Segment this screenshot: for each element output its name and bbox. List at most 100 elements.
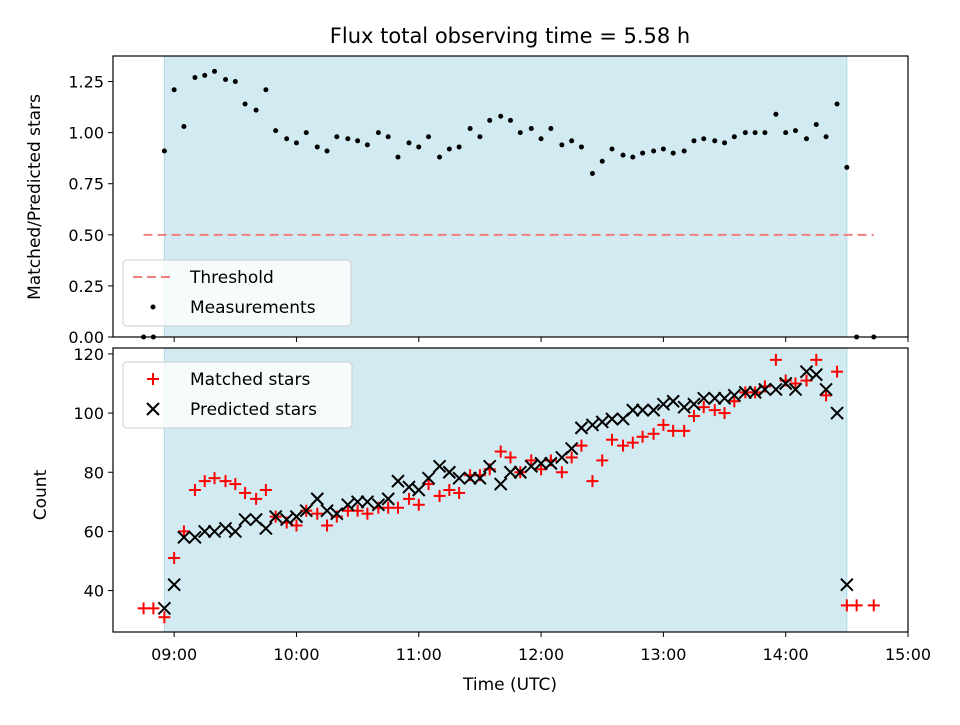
top-y-axis-label: Matched/Predicted stars	[25, 94, 45, 300]
matched-star-point	[239, 486, 252, 499]
matched-star-point	[453, 486, 466, 499]
predicted-star-point	[207, 524, 222, 539]
predicted-star-point	[646, 403, 661, 417]
count-ytick-label: 60	[84, 522, 104, 541]
matched-star-point	[697, 401, 710, 414]
measurement-point	[559, 142, 565, 148]
predicted-star-point	[717, 391, 732, 405]
measurement-point	[722, 140, 728, 146]
legend-predicted-label: Predicted stars	[190, 400, 317, 420]
count-xtick-label: 15:00	[885, 645, 931, 664]
measurement-point	[773, 111, 779, 117]
measurement-point	[456, 144, 462, 150]
measurement-point	[681, 148, 687, 154]
measurement-point	[375, 130, 381, 136]
matched-star-point	[321, 519, 334, 532]
measurement-point	[212, 68, 218, 74]
measurement-point	[651, 148, 657, 154]
matched-star-point	[687, 410, 700, 423]
predicted-star-point	[544, 456, 558, 471]
measurement-point	[498, 113, 504, 119]
matched-star-point	[636, 430, 649, 443]
predicted-star-point	[830, 406, 844, 420]
measurement-point	[578, 144, 584, 150]
matched-star-point	[229, 478, 242, 491]
matched-star-point	[147, 602, 160, 615]
predicted-star-point	[412, 483, 426, 497]
matched-star-point	[626, 436, 639, 449]
measurement-point	[630, 154, 636, 160]
predicted-star-point	[177, 530, 191, 545]
measurement-point	[517, 130, 523, 136]
count-panel: Count Time (UTC) 40 60 80 100 120 09:00 10:00 1…	[31, 345, 931, 695]
measurement-point	[823, 134, 829, 140]
matched-star-point	[617, 439, 630, 452]
measurement-point	[345, 136, 351, 142]
count-xtick-label: 14:00	[763, 645, 809, 664]
measurement-point	[303, 130, 309, 136]
count-ytick-label: 40	[84, 582, 104, 601]
predicted-star-point	[677, 400, 691, 414]
measurement-point	[792, 128, 798, 134]
ratio-ytick-label: 1.25	[68, 73, 104, 92]
predicted-star-point	[228, 524, 243, 539]
predicted-star-point	[585, 418, 600, 432]
measurement-point	[437, 154, 443, 160]
matched-star-point	[820, 389, 833, 402]
legend-measurements-label: Measurements	[190, 298, 316, 318]
matched-star-point	[433, 489, 446, 502]
matched-star-point	[177, 525, 190, 538]
matched-star-point	[208, 472, 221, 485]
matched-star-point	[525, 454, 538, 467]
count-ytick-label: 80	[84, 463, 104, 482]
bottom-y-axis-label: Count	[31, 469, 51, 520]
ratio-ytick-label: 0.25	[68, 277, 104, 296]
predicted-star-point	[268, 509, 283, 524]
measurement-point	[803, 136, 809, 142]
ratio-ytick-label: 0.00	[68, 328, 104, 347]
matched-star-point	[259, 484, 272, 496]
chart-title: Flux total observing time = 5.58 h	[330, 24, 690, 48]
measurement-point	[783, 130, 789, 136]
measurement-point	[609, 146, 615, 152]
matched-star-point	[596, 454, 609, 467]
predicted-star-point	[748, 385, 762, 400]
predicted-star-point	[167, 577, 181, 592]
matched-star-point	[168, 552, 181, 565]
predicted-star-point	[360, 495, 375, 509]
predicted-star-point	[697, 391, 711, 405]
predicted-star-point	[769, 382, 783, 397]
ratio-frame	[112, 55, 909, 338]
matched-star-point	[850, 599, 863, 612]
matched-star-point	[250, 492, 263, 505]
measurement-point	[712, 138, 718, 144]
matched-star-point	[311, 507, 324, 520]
legend-predicted-swatch	[146, 402, 160, 416]
measurement-point	[293, 140, 299, 146]
predicted-star-point	[494, 477, 508, 491]
count-xtick-label: 12:00	[518, 645, 564, 664]
count-xtick-label: 09:00	[151, 645, 197, 664]
measurement-point	[548, 126, 554, 132]
measurement-point	[813, 121, 819, 127]
measurement-point	[844, 164, 850, 170]
predicted-star-point	[635, 403, 650, 417]
predicted-star-point	[666, 394, 680, 408]
measurement-point	[355, 138, 361, 144]
matched-star-point	[158, 611, 171, 624]
ratio-ytick-label: 0.50	[68, 226, 104, 245]
matched-star-point	[708, 404, 721, 417]
ratio-legend-box	[122, 259, 352, 327]
count-xtick-label: 10:00	[273, 645, 319, 664]
matched-star-point	[412, 498, 425, 511]
measurement-point	[263, 87, 269, 93]
count-legend-box	[122, 361, 353, 429]
measurement-point	[253, 107, 259, 113]
measurement-point	[364, 142, 370, 148]
predicted-star-point	[687, 397, 701, 411]
count-legend: Matched stars Predicted stars	[122, 361, 353, 429]
predicted-star-point	[564, 441, 579, 456]
matched-star-point	[678, 424, 691, 437]
